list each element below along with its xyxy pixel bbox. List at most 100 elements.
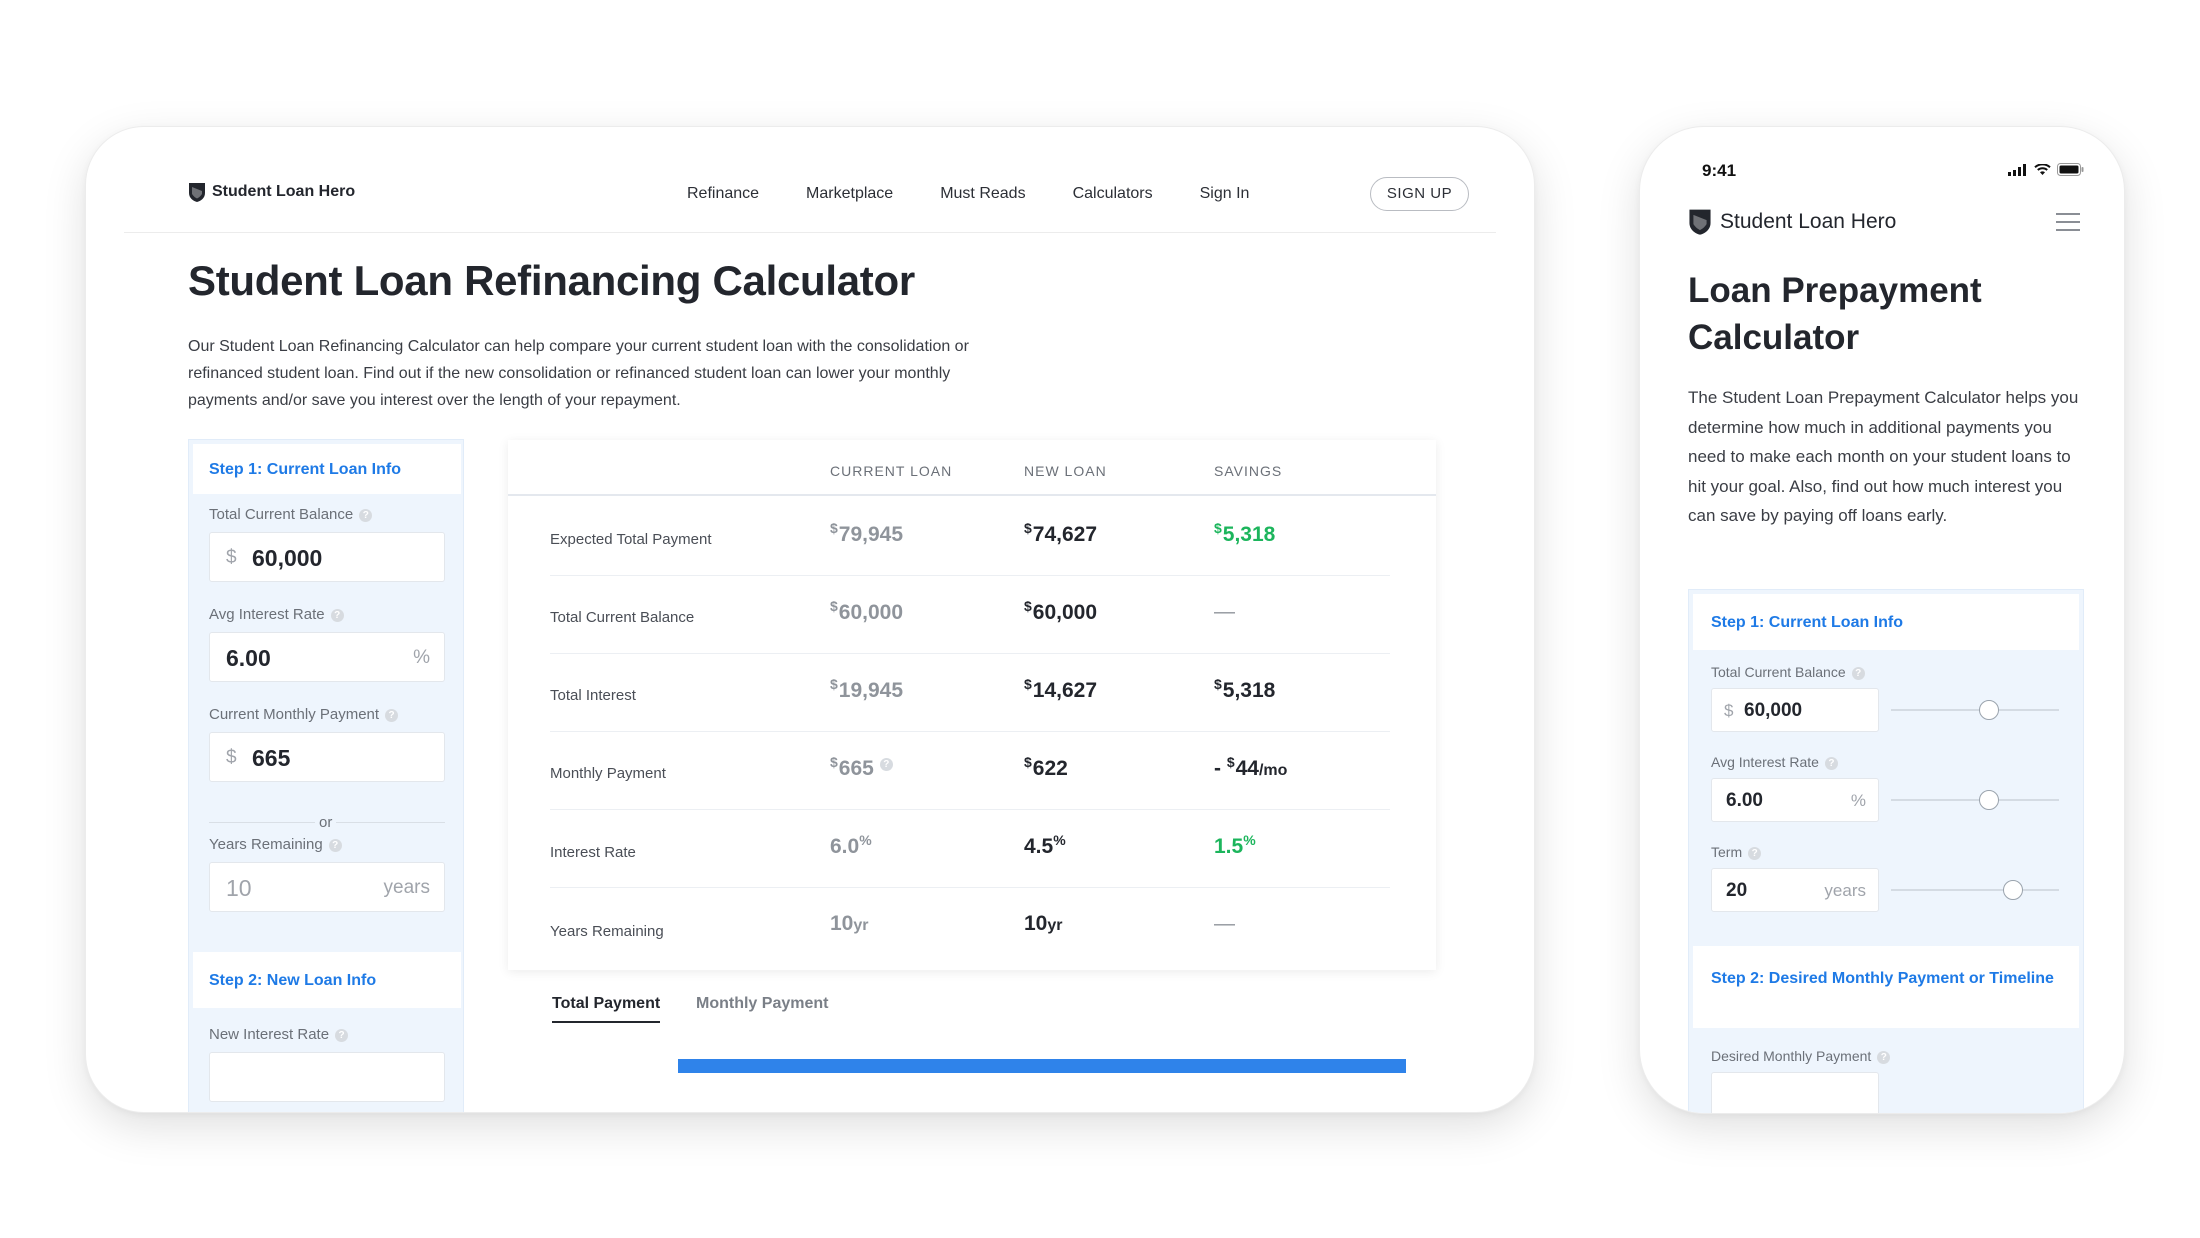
currency-prefix: $	[226, 547, 237, 568]
new-value: $60,000	[1024, 598, 1098, 624]
currency-prefix: $	[1724, 701, 1734, 720]
help-icon[interactable]: ?	[359, 509, 373, 522]
table-row: Interest Rate 6.0% 4.5% 1.5%	[550, 810, 1390, 888]
balance-slider[interactable]	[1891, 700, 2059, 720]
balance-value: 60,000	[252, 545, 323, 571]
savings-value: $5,318	[1214, 676, 1276, 702]
row-label: Total Current Balance	[550, 609, 695, 626]
new-value: 10yr	[1024, 912, 1063, 935]
status-time: 9:41	[1702, 161, 1737, 180]
rate-label: Avg Interest Rate?	[1711, 754, 1838, 770]
mobile-page-title: Loan Prepayment Calculator	[1688, 271, 1982, 357]
new-value: $14,627	[1024, 676, 1098, 702]
table-row: Monthly Payment $665? $622 - $44/mo	[550, 732, 1390, 810]
help-icon[interactable]: ?	[328, 839, 342, 852]
table-row: Total Current Balance $60,000 $60,000 —	[550, 576, 1390, 654]
help-icon[interactable]: ?	[330, 609, 344, 622]
years-suffix: years	[1824, 881, 1866, 900]
shield-logo-icon	[189, 183, 205, 202]
mobile-input-panel: Step 1: Current Loan Info Total Current …	[1688, 589, 2084, 1113]
row-label: Years Remaining	[550, 923, 664, 940]
term-label: Term?	[1711, 844, 1762, 860]
slider-handle[interactable]	[2003, 880, 2023, 900]
rate-value: 6.00	[1726, 790, 1763, 811]
page-description: Our Student Loan Refinancing Calculator …	[188, 338, 969, 409]
payment-input[interactable]: $ 665	[209, 732, 445, 782]
slider-handle[interactable]	[1979, 700, 1999, 720]
shield-logo-icon	[1689, 209, 1711, 235]
rate-input[interactable]: 6.00 %	[1711, 778, 1879, 822]
brand-name: Student Loan Hero	[1720, 209, 1897, 233]
new-rate-label: New Interest Rate?	[209, 1026, 349, 1043]
menu-icon[interactable]	[2056, 213, 2080, 231]
new-value: 4.5%	[1024, 832, 1066, 858]
status-icons	[2008, 163, 2084, 176]
help-icon[interactable]: ?	[1824, 757, 1838, 770]
col-savings: SAVINGS	[1214, 463, 1283, 479]
balance-input[interactable]: $ 60,000	[1711, 688, 1879, 732]
savings-value: 1.5%	[1214, 832, 1256, 858]
years-suffix: years	[383, 877, 430, 898]
step1-heading: Step 1: Current Loan Info	[193, 444, 461, 494]
wifi-icon	[2034, 163, 2051, 175]
current-value: $79,945	[830, 520, 904, 546]
nav-refinance[interactable]: Refinance	[687, 185, 760, 202]
balance-input[interactable]: $ 60,000	[209, 532, 445, 582]
current-value: 10yr	[830, 912, 869, 935]
table-row: Expected Total Payment $79,945 $74,627 $…	[550, 498, 1390, 576]
row-label: Interest Rate	[550, 844, 636, 861]
rate-value: 6.00	[226, 645, 271, 671]
help-icon[interactable]: ?	[1877, 1051, 1891, 1064]
current-value: $60,000	[830, 598, 904, 624]
term-slider[interactable]	[1891, 880, 2059, 900]
help-icon[interactable]: ?	[385, 709, 399, 722]
years-value: 10	[226, 875, 252, 901]
row-label: Expected Total Payment	[550, 531, 712, 548]
help-icon[interactable]: ?	[335, 1029, 349, 1042]
site-header: Student Loan Hero Refinance Marketplace …	[124, 169, 1496, 233]
percent-suffix: %	[1850, 791, 1866, 810]
row-label: Monthly Payment	[550, 765, 666, 782]
step2-heading: Step 2: New Loan Info	[193, 952, 461, 1008]
nav-marketplace[interactable]: Marketplace	[806, 185, 894, 202]
col-current-loan: CURRENT LOAN	[830, 463, 953, 479]
table-header: CURRENT LOAN NEW LOAN SAVINGS	[508, 440, 1436, 496]
current-value: $665?	[830, 754, 893, 781]
signup-button[interactable]: SIGN UP	[1370, 177, 1469, 211]
mobile-logo[interactable]: Student Loan Hero	[1688, 207, 1896, 236]
current-value: 6.0%	[830, 832, 872, 858]
mobile-page-description: The Student Loan Prepayment Calculator h…	[1688, 388, 2079, 525]
row-label: Total Interest	[550, 687, 636, 704]
new-value: $74,627	[1024, 520, 1098, 546]
savings-value: - $44/mo	[1214, 754, 1288, 780]
help-icon[interactable]: ?	[879, 758, 893, 771]
nav-sign-in[interactable]: Sign In	[1199, 185, 1250, 202]
desired-payment-input[interactable]	[1711, 1072, 1879, 1113]
years-input[interactable]: 10 years	[209, 862, 445, 912]
main-nav: Refinance Marketplace Must Reads Calcula…	[687, 185, 1296, 203]
nav-must-reads[interactable]: Must Reads	[940, 185, 1026, 202]
or-text: or	[315, 814, 337, 831]
payment-value: 665	[252, 745, 291, 771]
help-icon[interactable]: ?	[1748, 847, 1762, 860]
step2-heading: Step 2: Desired Monthly Payment or Timel…	[1693, 946, 2079, 1028]
rate-label: Avg Interest Rate?	[209, 606, 344, 623]
help-icon[interactable]: ?	[1851, 667, 1865, 680]
currency-prefix: $	[226, 747, 237, 768]
rate-input[interactable]: 6.00 %	[209, 632, 445, 682]
new-rate-input[interactable]	[209, 1052, 445, 1102]
tab-total-payment[interactable]: Total Payment	[552, 995, 661, 1023]
balance-value: 60,000	[1744, 700, 1803, 721]
page-title: Student Loan Refinancing Calculator	[188, 257, 915, 304]
signal-icon	[2008, 163, 2026, 176]
percent-suffix: %	[413, 647, 430, 668]
rate-slider[interactable]	[1891, 790, 2059, 810]
tab-monthly-payment[interactable]: Monthly Payment	[696, 995, 829, 1012]
site-logo[interactable]: Student Loan Hero	[188, 181, 355, 203]
mobile-frame: 9:41 Student Loan Hero Loan Prepayment C…	[1640, 127, 2124, 1113]
table-row: Total Interest $19,945 $14,627 $5,318	[550, 654, 1390, 732]
term-input[interactable]: 20 years	[1711, 868, 1879, 912]
slider-handle[interactable]	[1979, 790, 1999, 810]
nav-calculators[interactable]: Calculators	[1072, 185, 1153, 202]
col-new-loan: NEW LOAN	[1024, 463, 1107, 479]
